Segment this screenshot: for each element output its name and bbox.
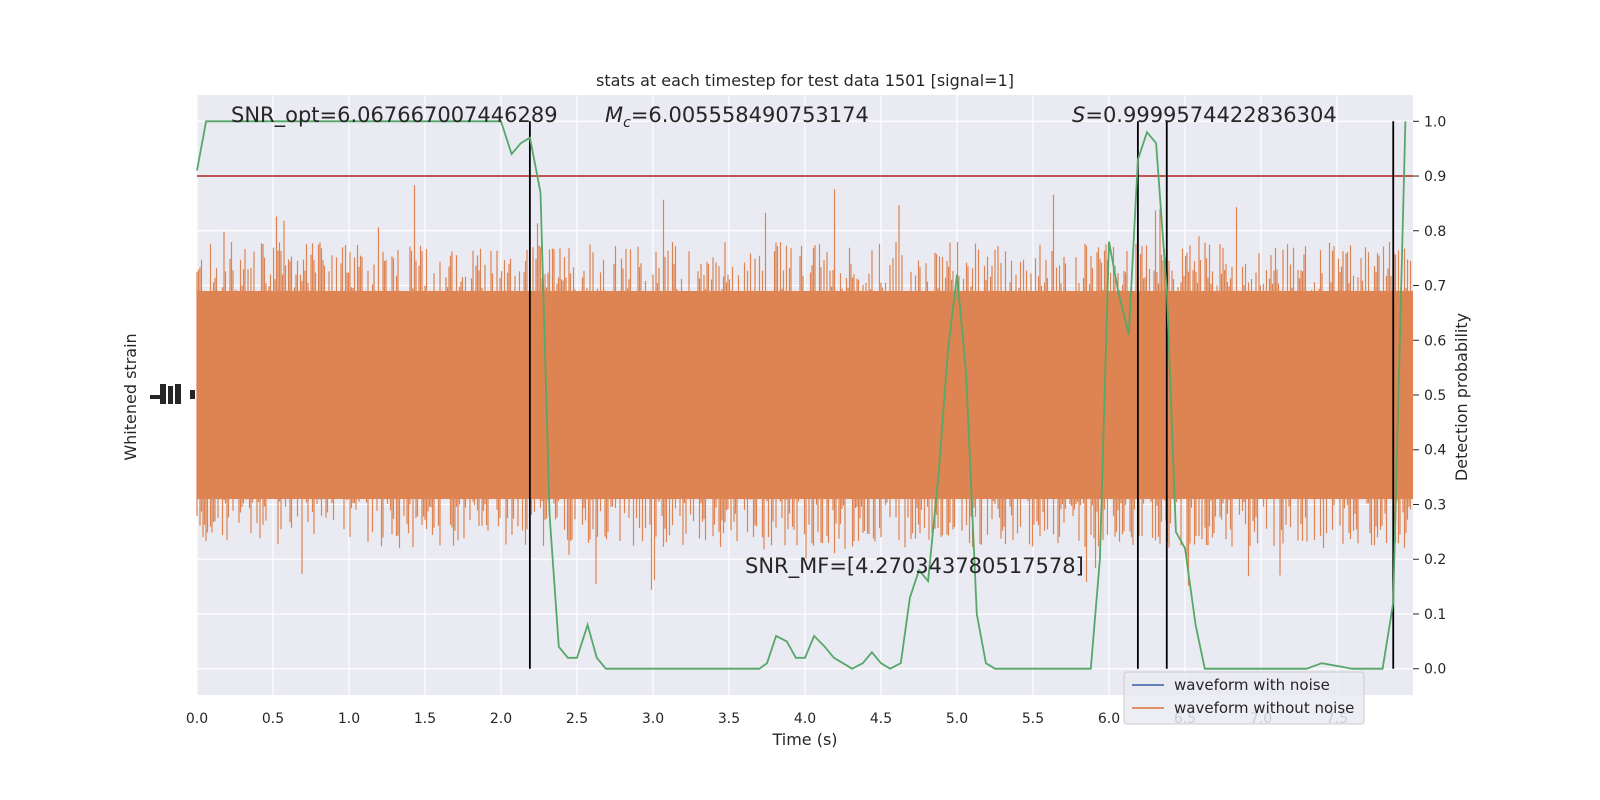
y-tick-label: 1.0 xyxy=(1424,114,1446,130)
x-tick-label: 5.0 xyxy=(946,711,968,727)
snr-mf-annotation: SNR_MF=[4.270343780517578] xyxy=(745,554,1084,579)
x-tick-label: 0.0 xyxy=(186,711,208,727)
chirp-mass-annotation: Mc=6.005558490753174 xyxy=(605,103,869,131)
whitened-strain-trace xyxy=(196,185,1413,590)
right-y-ticks: 0.0 0.1 0.2 0.3 0.4 0.5 0.6 0.7 0.8 0.9 1.0 xyxy=(1413,114,1446,678)
y-tick-label: 0.1 xyxy=(1424,607,1446,623)
x-tick-label: 1.0 xyxy=(338,711,360,727)
y-tick-label: 0.8 xyxy=(1424,224,1446,240)
y-tick-label: 0.7 xyxy=(1424,279,1446,295)
legend: waveform with noise waveform without noi… xyxy=(1123,671,1365,725)
y-tick-label: 0.2 xyxy=(1424,552,1446,568)
y-tick-label: 0.0 xyxy=(1424,662,1446,678)
y-tick-label: 0.9 xyxy=(1424,169,1446,185)
y-tick-label: 0.6 xyxy=(1424,333,1446,349)
legend-label-noise: waveform with noise xyxy=(1174,676,1330,694)
y-tick-label: 0.3 xyxy=(1424,497,1446,513)
y-tick-label: 0.5 xyxy=(1424,388,1446,404)
x-tick-label: 2.0 xyxy=(490,711,512,727)
x-tick-label: 5.5 xyxy=(1022,711,1044,727)
x-tick-label: 2.5 xyxy=(566,711,588,727)
snr-opt-annotation: SNR_opt=6.067667007446289 xyxy=(231,103,558,128)
x-tick-label: 6.0 xyxy=(1098,711,1120,727)
left-y-axis-label: Whitened strain xyxy=(121,333,140,460)
left-axis-tick-clutter xyxy=(150,384,195,404)
x-tick-label: 4.0 xyxy=(794,711,816,727)
x-tick-label: 4.5 xyxy=(870,711,892,727)
x-tick-label: 3.5 xyxy=(718,711,740,727)
x-tick-label: 1.5 xyxy=(414,711,436,727)
chart-title: stats at each timestep for test data 150… xyxy=(596,71,1014,90)
legend-label-clean: waveform without noise xyxy=(1174,699,1354,717)
strain-spikes xyxy=(196,185,1413,590)
detection-probability-line xyxy=(196,120,1407,670)
x-axis-label: Time (s) xyxy=(771,730,837,749)
overlap-annotation: S=0.9999574422836304 xyxy=(1072,103,1337,127)
x-tick-label: 3.0 xyxy=(642,711,664,727)
legend-box xyxy=(1123,671,1365,725)
right-y-axis-label: Detection probability xyxy=(1452,313,1471,481)
x-tick-label: 0.5 xyxy=(262,711,284,727)
y-tick-label: 0.4 xyxy=(1424,443,1446,459)
